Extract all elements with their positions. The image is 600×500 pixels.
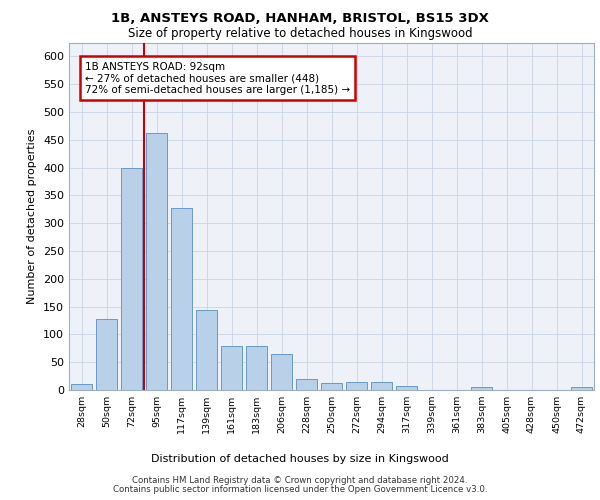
Bar xyxy=(96,320,117,390)
Text: 1B, ANSTEYS ROAD, HANHAM, BRISTOL, BS15 3DX: 1B, ANSTEYS ROAD, HANHAM, BRISTOL, BS15 … xyxy=(111,12,489,26)
Bar xyxy=(346,382,367,390)
Bar xyxy=(471,387,492,390)
Bar xyxy=(246,346,267,390)
Bar xyxy=(296,379,317,390)
Text: Contains HM Land Registry data © Crown copyright and database right 2024.: Contains HM Land Registry data © Crown c… xyxy=(132,476,468,485)
Bar xyxy=(571,387,592,390)
Bar xyxy=(371,382,392,390)
Bar xyxy=(121,168,142,390)
Bar xyxy=(396,386,417,390)
Text: Size of property relative to detached houses in Kingswood: Size of property relative to detached ho… xyxy=(128,28,472,40)
Text: Contains public sector information licensed under the Open Government Licence v3: Contains public sector information licen… xyxy=(113,485,487,494)
Text: 1B ANSTEYS ROAD: 92sqm
← 27% of detached houses are smaller (448)
72% of semi-de: 1B ANSTEYS ROAD: 92sqm ← 27% of detached… xyxy=(85,62,350,95)
Bar xyxy=(271,354,292,390)
Bar xyxy=(71,384,92,390)
Text: Distribution of detached houses by size in Kingswood: Distribution of detached houses by size … xyxy=(151,454,449,464)
Bar xyxy=(321,384,342,390)
Y-axis label: Number of detached properties: Number of detached properties xyxy=(28,128,37,304)
Bar xyxy=(221,346,242,390)
Bar xyxy=(196,310,217,390)
Bar xyxy=(171,208,192,390)
Bar xyxy=(146,132,167,390)
